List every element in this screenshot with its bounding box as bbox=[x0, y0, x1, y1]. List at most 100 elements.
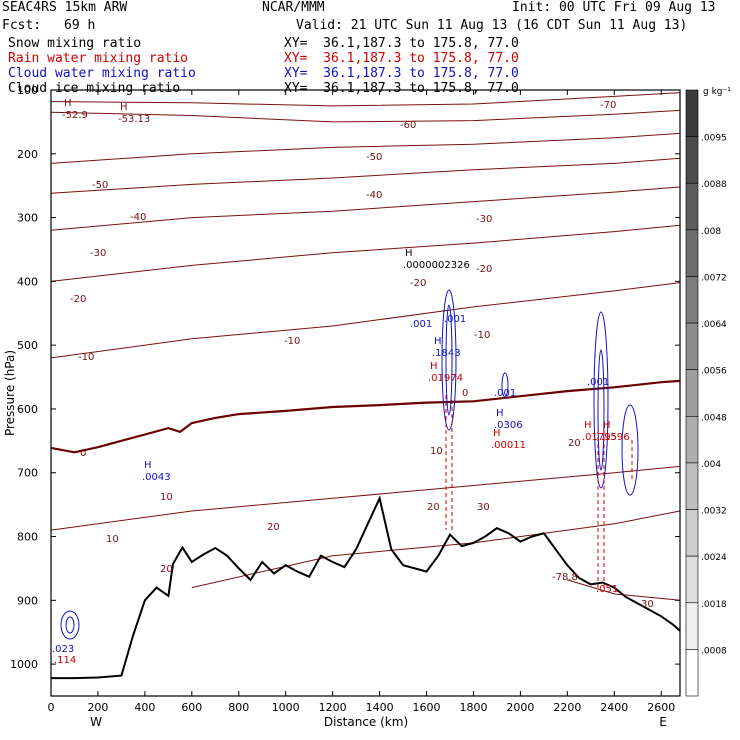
isotherm-label: -10 bbox=[474, 330, 490, 341]
y-tick-label: 900 bbox=[17, 594, 38, 607]
cloud-water-contour bbox=[621, 404, 639, 496]
isotherm-label: -30 bbox=[476, 214, 492, 225]
colorbar-swatch bbox=[685, 136, 699, 184]
isotherm-label: -50 bbox=[92, 180, 108, 191]
isotherm-label: 20 bbox=[568, 438, 581, 449]
isotherm-1 bbox=[50, 109, 681, 123]
colorbar-label: .0064 bbox=[701, 320, 727, 330]
extremum-mark: H bbox=[496, 408, 504, 419]
colorbar-swatch bbox=[685, 89, 699, 137]
contour-value-label: .001 bbox=[587, 377, 609, 388]
isotherm-label: 30 bbox=[477, 502, 490, 513]
isotherm-9 bbox=[567, 579, 681, 601]
colorbar-swatch bbox=[685, 229, 699, 277]
contour-value-label: .001 bbox=[444, 314, 466, 325]
colorbar-label: .0018 bbox=[701, 600, 727, 610]
extremum-mark: H bbox=[584, 420, 592, 431]
isotherm-label: 0 bbox=[462, 388, 468, 399]
y-tick-label: 200 bbox=[17, 148, 38, 161]
x-axis-title: Distance (km) bbox=[324, 715, 408, 729]
colorbar-label: .0048 bbox=[701, 413, 727, 423]
isotherm-label: -40 bbox=[130, 212, 146, 223]
field-rain-name: Rain water mixing ratio bbox=[8, 51, 189, 66]
isotherm-label: 0 bbox=[80, 448, 86, 459]
isotherm-6 bbox=[50, 282, 681, 359]
terrain-line bbox=[51, 495, 681, 680]
colorbar-swatch bbox=[685, 462, 699, 510]
y-tick-label: 300 bbox=[17, 212, 38, 225]
colorbar-swatch bbox=[685, 555, 699, 604]
isotherm-label: -20 bbox=[70, 294, 86, 305]
x-tick-label: 200 bbox=[87, 701, 108, 714]
x-tick-label: 1200 bbox=[319, 701, 347, 714]
y-tick-label: 700 bbox=[17, 467, 38, 480]
isotherm-5 bbox=[50, 224, 681, 282]
contour-value-label: .001 bbox=[410, 319, 432, 330]
contour-value-label: .114 bbox=[54, 655, 76, 666]
isotherm-0 bbox=[50, 92, 681, 107]
extremum-mark: H bbox=[64, 98, 72, 109]
isotherm-label: 20 bbox=[267, 522, 280, 533]
colorbar-label: .0072 bbox=[701, 273, 727, 283]
isotherm-label: 10 bbox=[430, 446, 443, 457]
extremum-value: .0306 bbox=[494, 420, 523, 431]
y-tick-label: 500 bbox=[17, 339, 38, 352]
x-tick-label: 2200 bbox=[553, 701, 581, 714]
extremum-value: .1596 bbox=[601, 432, 630, 443]
colorbar-label: .0088 bbox=[701, 180, 727, 190]
colorbar-label: .0056 bbox=[701, 367, 727, 377]
isotherm-label: -70 bbox=[600, 100, 616, 111]
isotherm-layer bbox=[50, 92, 681, 601]
x-tick-label: 2600 bbox=[647, 701, 675, 714]
field-cloud-ice-xy: XY= 36.1,187.3 to 175.8, 77.0 bbox=[284, 81, 519, 96]
x-tick-label: 800 bbox=[228, 701, 249, 714]
y-tick-label: 800 bbox=[17, 531, 38, 544]
y-tick-label: 100 bbox=[17, 84, 38, 97]
colorbar: .0095 .0088 .008 .0072 .0064 .0056 .0048 .004 .0… bbox=[685, 89, 727, 697]
isotherm-label: -50 bbox=[366, 152, 382, 163]
cloud-water-contour bbox=[65, 616, 75, 634]
field-rain-xy: XY= 36.1,187.3 to 175.8, 77.0 bbox=[284, 51, 519, 66]
contour-value-label: .001 bbox=[494, 388, 516, 399]
colorbar-label: .0032 bbox=[701, 507, 727, 517]
cloud-water-contour bbox=[597, 349, 605, 471]
x-tick-label: 600 bbox=[181, 701, 202, 714]
hydrometeor-layer bbox=[60, 289, 639, 640]
field-cloud-water-xy: XY= 36.1,187.3 to 175.8, 77.0 bbox=[284, 66, 519, 81]
west-label: W bbox=[90, 715, 102, 729]
isotherm-7 bbox=[50, 465, 681, 531]
extremum-value: .0043 bbox=[142, 472, 171, 483]
extremum-value: -52.9 bbox=[62, 110, 88, 121]
x-tick-label: 2000 bbox=[506, 701, 534, 714]
isotherm-label: -78.8 bbox=[552, 572, 578, 583]
valid-time: Valid: 21 UTC Sun 11 Aug 13 (16 CDT Sun … bbox=[296, 18, 688, 33]
extremum-value: .01974 bbox=[428, 373, 463, 384]
isotherm-label: -20 bbox=[410, 278, 426, 289]
isotherm-label: 10 bbox=[160, 492, 173, 503]
isotherm-4 bbox=[50, 186, 681, 231]
colorbar-label: .004 bbox=[701, 460, 721, 470]
freezing-level-line bbox=[50, 379, 681, 454]
isotherm-label: -20 bbox=[476, 264, 492, 275]
isotherm-label: 20 bbox=[427, 502, 440, 513]
colorbar-label: .008 bbox=[701, 227, 721, 237]
colorbar-swatch bbox=[685, 416, 699, 464]
isotherm-2 bbox=[50, 132, 681, 164]
colorbar-unit: g kg⁻¹ bbox=[703, 87, 731, 97]
extremum-mark: H bbox=[120, 102, 128, 113]
org-name: NCAR/MMM bbox=[262, 0, 325, 15]
x-tick-label: 2400 bbox=[600, 701, 628, 714]
y-tick-label: 400 bbox=[17, 275, 38, 288]
colorbar-label: .0024 bbox=[701, 553, 727, 563]
extremum-value: .1843 bbox=[432, 348, 461, 359]
model-name: SEAC4RS 15km ARW bbox=[2, 0, 128, 15]
field-cloud-water-name: Cloud water mixing ratio bbox=[8, 66, 196, 81]
isotherm-label: -10 bbox=[284, 336, 300, 347]
contour-value-label: .023 bbox=[52, 644, 74, 655]
east-label: E bbox=[659, 715, 667, 729]
isotherm-8 bbox=[191, 510, 681, 589]
contour-value-label: .051 bbox=[596, 584, 618, 595]
cloud-water-contour bbox=[445, 304, 453, 416]
extremum-mark: H bbox=[434, 336, 442, 347]
x-tick-label: 1000 bbox=[272, 701, 300, 714]
